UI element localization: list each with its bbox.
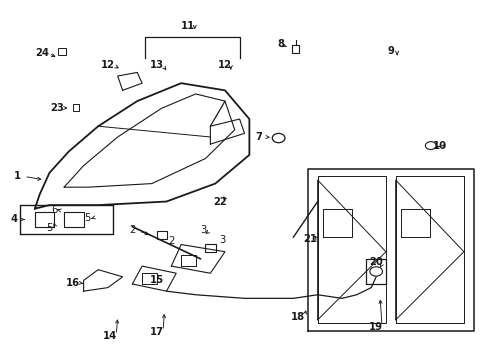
Bar (205, 244, 216, 252)
Bar (157, 231, 167, 239)
Text: 10: 10 (432, 141, 446, 151)
Bar (73, 104, 79, 111)
Text: 23: 23 (50, 103, 63, 113)
Text: 13: 13 (149, 60, 163, 70)
Text: 4: 4 (11, 215, 18, 224)
Text: 24: 24 (35, 48, 49, 58)
Text: 8: 8 (277, 39, 284, 49)
Text: 1: 1 (14, 171, 21, 181)
Bar (58, 48, 66, 55)
Text: 19: 19 (368, 322, 383, 332)
Text: 14: 14 (103, 331, 117, 341)
Text: 22: 22 (213, 197, 226, 207)
Text: 20: 20 (368, 257, 382, 267)
Text: 5: 5 (84, 213, 90, 222)
Bar (292, 45, 299, 53)
Text: 12: 12 (101, 60, 115, 70)
Text: 11: 11 (181, 21, 195, 31)
Text: 6: 6 (51, 206, 58, 216)
Text: 2: 2 (168, 236, 174, 246)
Text: 17: 17 (149, 327, 163, 337)
Text: 3: 3 (219, 235, 225, 245)
Text: 5: 5 (46, 224, 53, 233)
Text: 12: 12 (218, 60, 231, 70)
Text: 3: 3 (200, 225, 206, 235)
Text: 7: 7 (255, 132, 262, 142)
Text: 18: 18 (290, 312, 305, 322)
Text: 2: 2 (129, 225, 135, 235)
Text: 16: 16 (66, 278, 80, 288)
Text: 21: 21 (303, 234, 317, 244)
Text: 9: 9 (386, 46, 393, 56)
Text: 15: 15 (149, 275, 163, 285)
